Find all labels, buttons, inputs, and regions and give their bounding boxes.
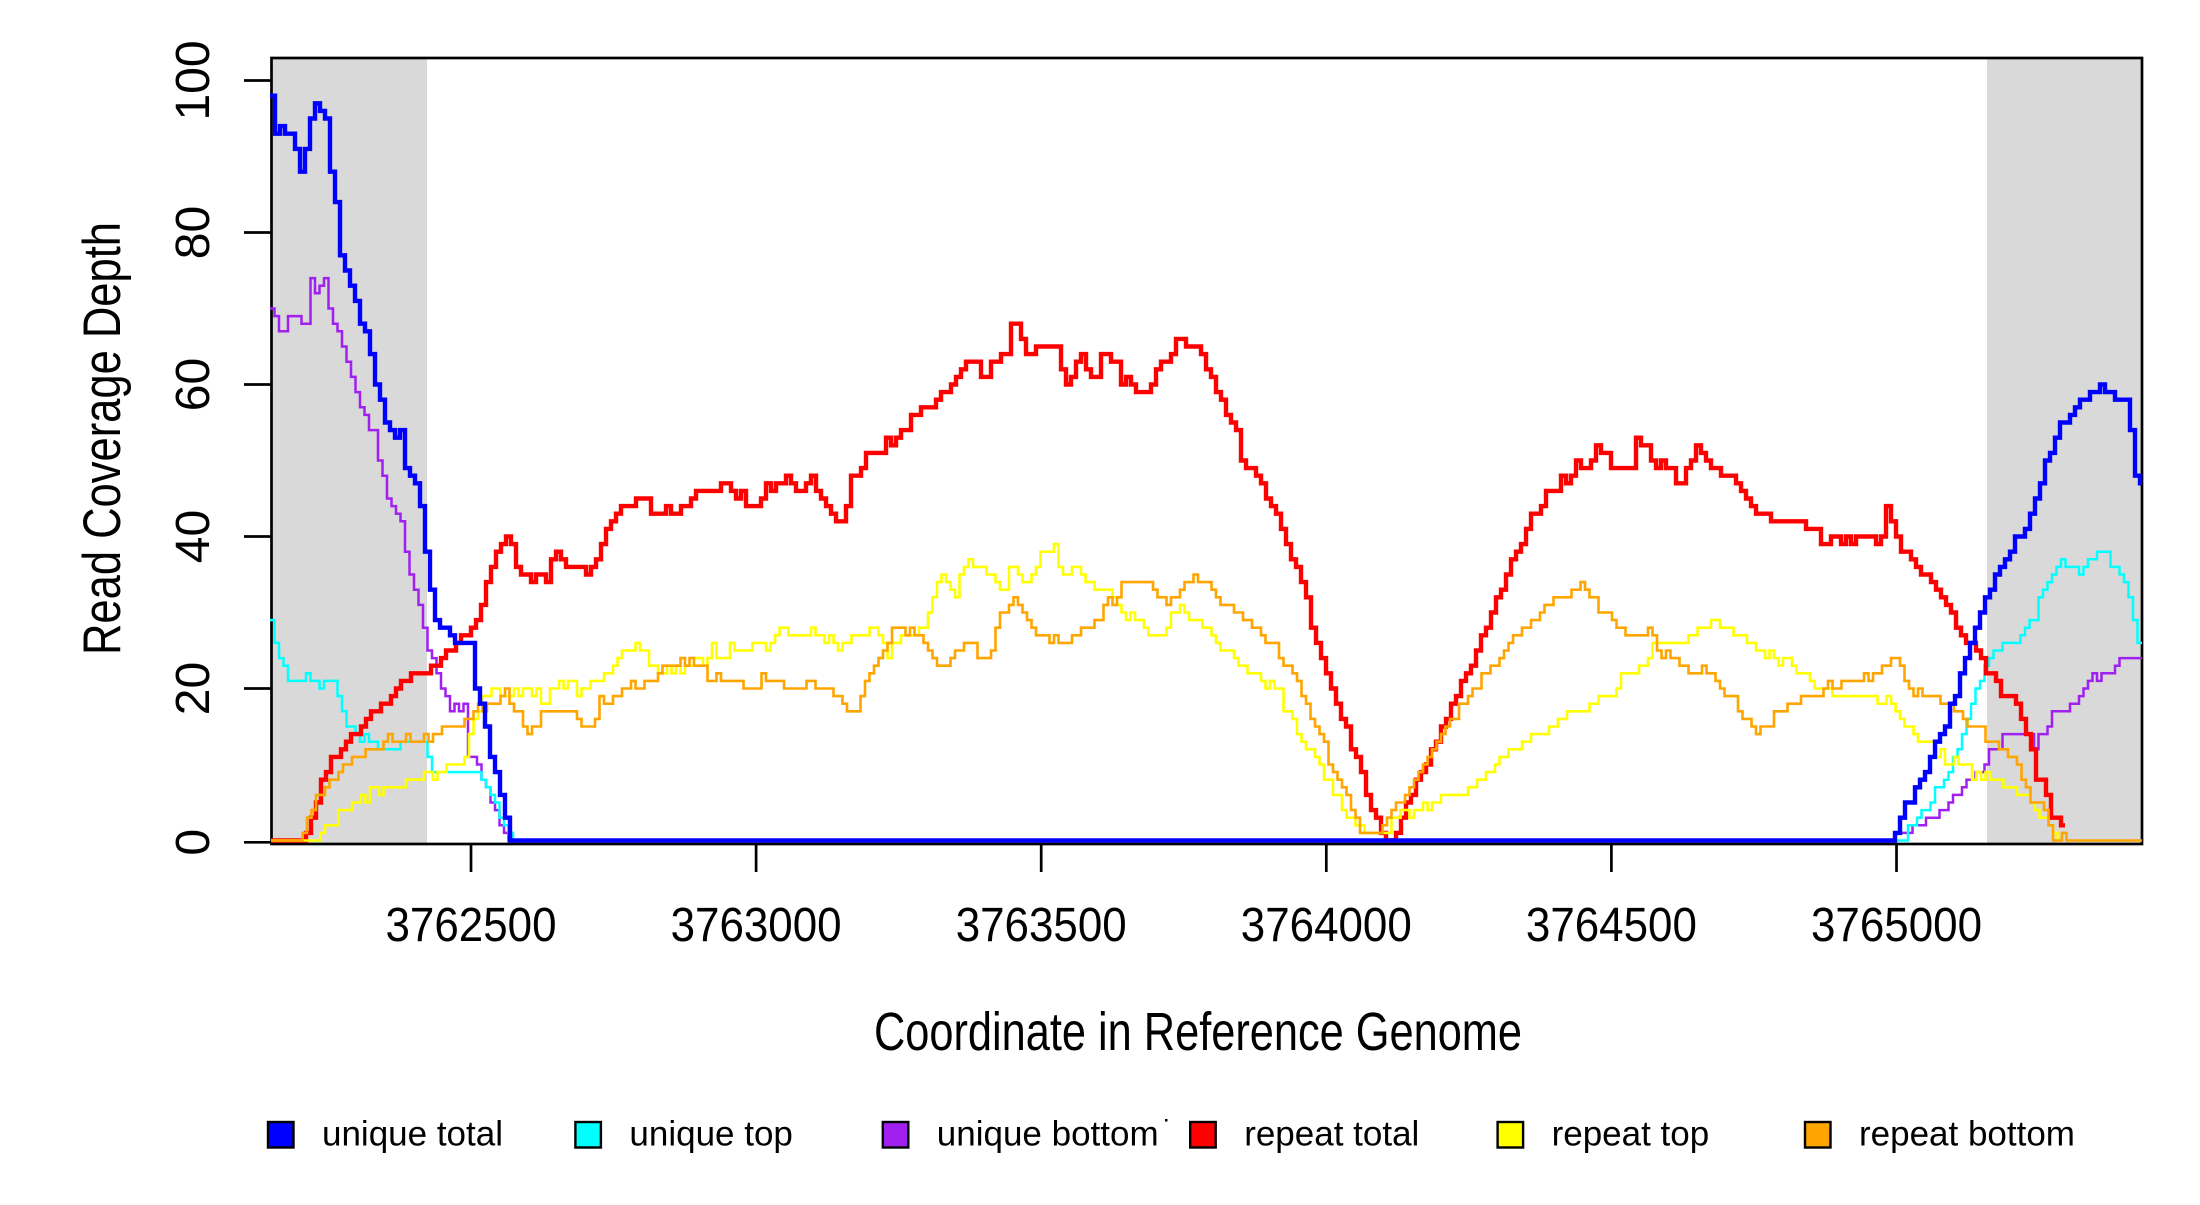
svg-text:repeat total: repeat total [1244,1115,1419,1154]
svg-text:3764500: 3764500 [1526,899,1697,952]
svg-text:3762500: 3762500 [386,899,557,952]
svg-text:repeat top: repeat top [1552,1115,1710,1154]
svg-text:unique total: unique total [322,1115,503,1154]
svg-text:unique bottom: unique bottom [937,1115,1159,1154]
svg-text:Coordinate in Reference Genome: Coordinate in Reference Genome [874,1002,1522,1062]
svg-text:Read Coverage Depth: Read Coverage Depth [73,222,132,655]
svg-text:60: 60 [167,358,220,411]
svg-text:80: 80 [167,206,220,259]
svg-text:40: 40 [167,510,220,563]
svg-text:100: 100 [167,40,220,120]
svg-text:unique top: unique top [629,1115,792,1154]
svg-text:20: 20 [167,662,220,715]
svg-text:repeat bottom: repeat bottom [1859,1115,2075,1154]
svg-text:0: 0 [167,829,220,856]
svg-text:3765000: 3765000 [1811,899,1982,952]
svg-text:3763000: 3763000 [671,899,842,952]
svg-text:3764000: 3764000 [1241,899,1412,952]
svg-text:3763500: 3763500 [956,899,1127,952]
